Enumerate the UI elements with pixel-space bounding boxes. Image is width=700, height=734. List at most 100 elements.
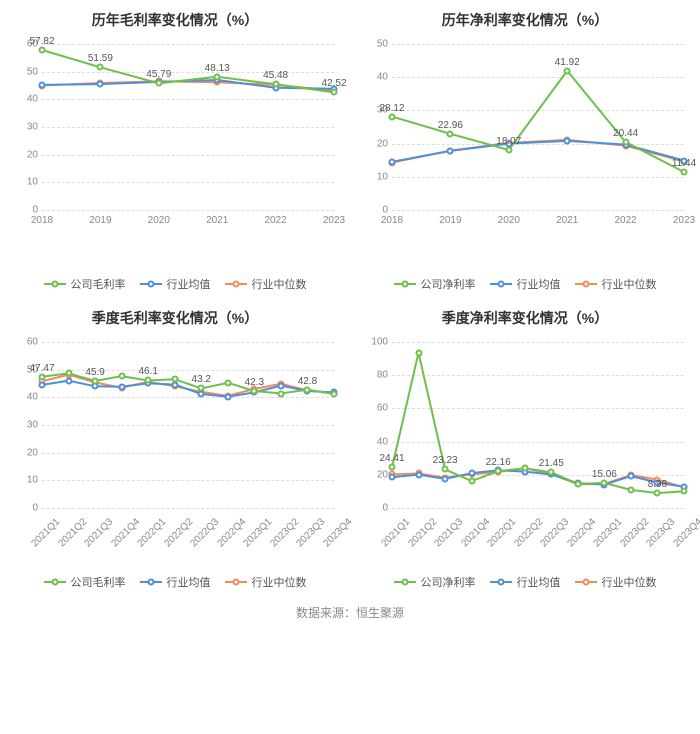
charts-grid: 历年毛利率变化情况（%） 0102030405060201820192020202…: [0, 0, 700, 596]
series-marker-company: [442, 466, 449, 473]
data-label: 22.16: [486, 457, 511, 468]
y-tick-label: 40: [12, 392, 38, 403]
legend-item-industry_avg: 行业均值: [140, 276, 211, 292]
legend-symbol: [44, 577, 66, 587]
legend-symbol: [490, 577, 512, 587]
y-tick-label: 0: [12, 503, 38, 514]
series-marker-company: [118, 373, 125, 380]
y-tick-label: 10: [362, 171, 388, 182]
legend-item-industry_med: 行业中位数: [225, 574, 307, 590]
data-label: 51.59: [88, 53, 113, 64]
series-marker-company: [681, 488, 688, 495]
series-marker-company: [331, 89, 338, 96]
plot-area: 01020304050602021Q12021Q22021Q32021Q4202…: [42, 342, 334, 508]
legend-label: 行业中位数: [252, 276, 307, 292]
legend-symbol: [490, 279, 512, 289]
series-marker-industry_avg: [389, 474, 396, 481]
data-label: 45.9: [85, 367, 104, 378]
y-tick-label: 0: [362, 503, 388, 514]
chart-title: 历年毛利率变化情况（%）: [8, 10, 342, 30]
y-tick-label: 10: [12, 475, 38, 486]
gridline: [42, 210, 334, 211]
y-tick-label: 10: [12, 177, 38, 188]
y-tick-label: 30: [12, 122, 38, 133]
legend-label: 行业均值: [517, 276, 561, 292]
legend-item-industry_avg: 行业均值: [490, 276, 561, 292]
x-tick-label: 2023: [673, 215, 695, 226]
panel-quarterly-gross: 季度毛利率变化情况（%）01020304050602021Q12021Q2202…: [0, 298, 350, 596]
x-tick-label: 2021Q1: [29, 516, 62, 549]
data-label: 21.45: [539, 458, 564, 469]
x-tick-label: 2021: [556, 215, 578, 226]
legend-label: 行业中位数: [252, 574, 307, 590]
series-line-industry_med: [392, 140, 684, 163]
x-tick-label: 2018: [381, 215, 403, 226]
y-tick-label: 80: [362, 370, 388, 381]
data-label: 42.3: [245, 377, 264, 388]
legend: 公司净利率 行业均值 行业中位数: [358, 574, 692, 590]
series-marker-company: [155, 80, 162, 87]
series-marker-company: [251, 387, 258, 394]
x-tick-label: 2019: [89, 215, 111, 226]
y-tick-label: 60: [12, 337, 38, 348]
panel-annual-gross: 历年毛利率变化情况（%） 0102030405060201820192020202…: [0, 0, 350, 298]
legend: 公司净利率行业均值行业中位数: [358, 276, 692, 292]
y-tick-label: 0: [12, 205, 38, 216]
legend-symbol: [225, 577, 247, 587]
data-label: 23.23: [433, 455, 458, 466]
data-label: 45.79: [146, 69, 171, 80]
legend-label: 行业中位数: [602, 574, 657, 590]
series-marker-company: [65, 370, 72, 377]
series-marker-company: [277, 390, 284, 397]
legend: 公司毛利率行业均值行业中位数: [8, 574, 342, 590]
x-tick-label: 2022: [614, 215, 636, 226]
legend-label: 行业均值: [167, 276, 211, 292]
y-tick-label: 20: [362, 469, 388, 480]
y-tick-label: 40: [362, 72, 388, 83]
series-marker-industry_avg: [468, 470, 475, 477]
plot-area: 010203040506020182019202020212022202357.…: [42, 44, 334, 210]
data-label: 45.48: [263, 70, 288, 81]
y-tick-label: 30: [12, 420, 38, 431]
panel-quarterly-net: 季度净利率变化情况（%） 0204060801002021Q12021Q22021…: [350, 298, 700, 596]
x-tick-label: 2022: [264, 215, 286, 226]
series-marker-company: [627, 486, 634, 493]
x-tick-label: 2023: [323, 215, 345, 226]
data-label: 8.98: [648, 479, 667, 490]
legend-symbol: [225, 279, 247, 289]
series-marker-company: [681, 169, 688, 176]
series-line-industry_avg: [392, 470, 684, 487]
series-marker-company: [495, 468, 502, 475]
data-source-footer: 数据来源：恒生聚源: [0, 596, 700, 633]
line-layer: [392, 44, 684, 210]
data-label: 42.52: [321, 78, 346, 89]
series-marker-industry_avg: [97, 81, 104, 88]
series-marker-industry_avg: [389, 158, 396, 165]
legend-label: 行业均值: [517, 574, 561, 590]
legend-symbol: [140, 279, 162, 289]
plot-area: 0204060801002021Q12021Q22021Q32021Q42022…: [392, 342, 684, 508]
chart-title: 季度净利率变化情况（%）: [358, 308, 692, 328]
series-marker-industry_avg: [415, 471, 422, 478]
series-marker-company: [198, 385, 205, 392]
series-marker-company: [447, 130, 454, 137]
legend-label: 公司净利率: [421, 574, 476, 590]
series-marker-company: [171, 376, 178, 383]
data-label: 28.12: [379, 103, 404, 114]
series-marker-company: [622, 139, 629, 146]
legend-symbol: [575, 577, 597, 587]
series-marker-industry_avg: [627, 473, 634, 480]
legend-item-industry_med: 行业中位数: [575, 574, 657, 590]
data-label: 43.2: [192, 374, 211, 385]
y-tick-label: 50: [362, 39, 388, 50]
data-label: 24.41: [379, 453, 404, 464]
series-marker-company: [145, 377, 152, 384]
line-layer: [42, 44, 334, 210]
data-label: 41.92: [555, 57, 580, 68]
legend-item-company: 公司净利率: [394, 574, 476, 590]
x-tick-label: 2022Q4: [215, 516, 248, 549]
series-marker-industry_avg: [564, 137, 571, 144]
data-label: 46.1: [138, 366, 157, 377]
gridline: [42, 508, 334, 509]
legend: 公司毛利率行业均值行业中位数: [8, 276, 342, 292]
